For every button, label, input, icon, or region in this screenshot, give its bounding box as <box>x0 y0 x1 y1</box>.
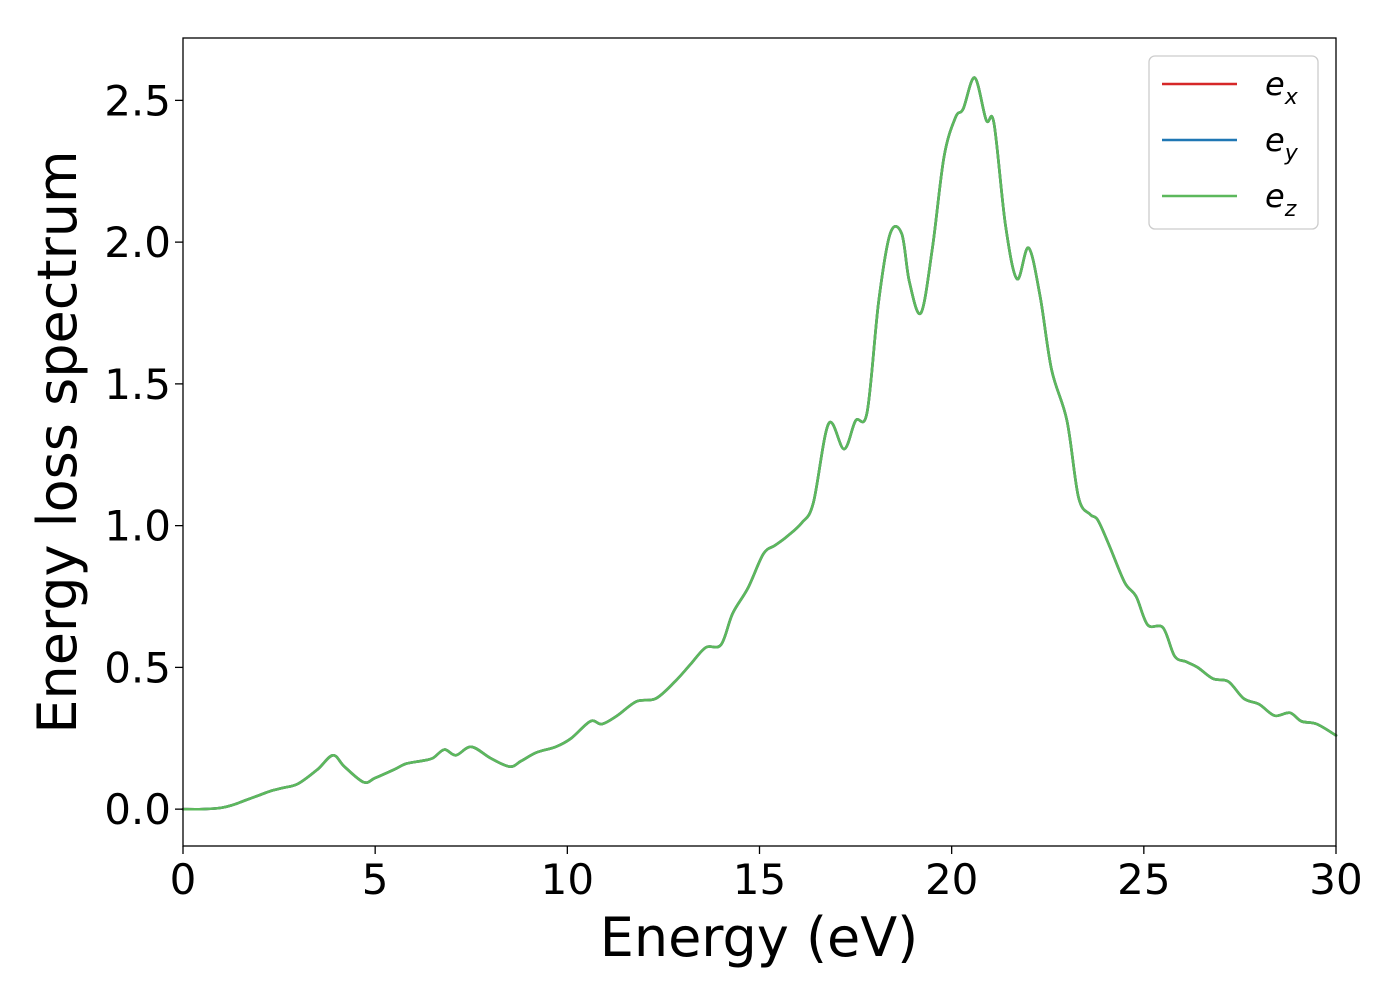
x-axis-label: Energy (eV) <box>600 906 919 969</box>
y-axis-label: Energy loss spectrum <box>26 150 89 733</box>
legend-frame <box>1148 55 1319 230</box>
x-tick-label: 20 <box>925 855 978 904</box>
x-tick-label: 0 <box>170 855 197 904</box>
x-axis: 0 5 10 15 20 25 30 <box>170 846 1363 904</box>
y-tick-label: 0.0 <box>104 785 171 834</box>
y-axis: 0.0 0.5 1.0 1.5 2.0 2.5 <box>104 76 183 834</box>
x-tick-label: 5 <box>362 855 389 904</box>
y-tick-label: 1.0 <box>104 502 171 551</box>
x-tick-label: 30 <box>1309 855 1362 904</box>
x-tick-label: 10 <box>541 855 594 904</box>
x-tick-label: 15 <box>733 855 786 904</box>
y-tick-label: 1.5 <box>104 360 171 409</box>
y-tick-label: 2.0 <box>104 218 171 267</box>
series-layer <box>181 76 1338 811</box>
x-tick-label: 25 <box>1117 855 1170 904</box>
y-tick-label: 0.5 <box>104 643 171 692</box>
y-tick-label: 2.5 <box>104 76 171 125</box>
series-line-e-z <box>181 76 1338 811</box>
